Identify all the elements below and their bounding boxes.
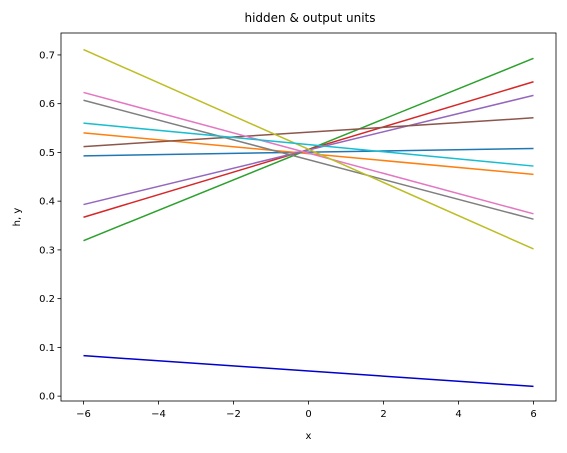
x-tick-label: 2 [380, 409, 386, 420]
x-tick-label: −6 [76, 409, 91, 420]
y-tick-label: 0.2 [39, 294, 55, 305]
series-layer [84, 50, 534, 387]
chart-title: hidden & output units [244, 11, 375, 25]
x-tick-label: −4 [151, 409, 166, 420]
y-axis-ticks: 0.0 0.1 0.2 0.3 0.4 0.5 0.6 0.7 [39, 50, 61, 402]
y-tick-label: 0.5 [39, 148, 55, 159]
y-axis-label: h, y [12, 208, 23, 227]
y-tick-label: 0.3 [39, 245, 55, 256]
series-line-7 [84, 92, 534, 213]
x-tick-label: 0 [305, 409, 311, 420]
x-tick-label: 6 [530, 409, 536, 420]
plot-frame [61, 33, 556, 401]
x-axis-label: x [306, 431, 312, 442]
y-tick-label: 0.6 [39, 99, 55, 110]
y-tick-label: 0.7 [39, 50, 55, 61]
x-tick-label: 4 [455, 409, 461, 420]
series-line-11 [84, 356, 534, 387]
y-tick-label: 0.0 [39, 392, 55, 403]
series-line-6 [84, 118, 534, 147]
y-tick-label: 0.4 [39, 197, 55, 208]
x-tick-label: −2 [226, 409, 241, 420]
x-axis-ticks: −6 −4 −2 0 2 4 6 [76, 401, 537, 420]
y-tick-label: 0.1 [39, 343, 55, 354]
